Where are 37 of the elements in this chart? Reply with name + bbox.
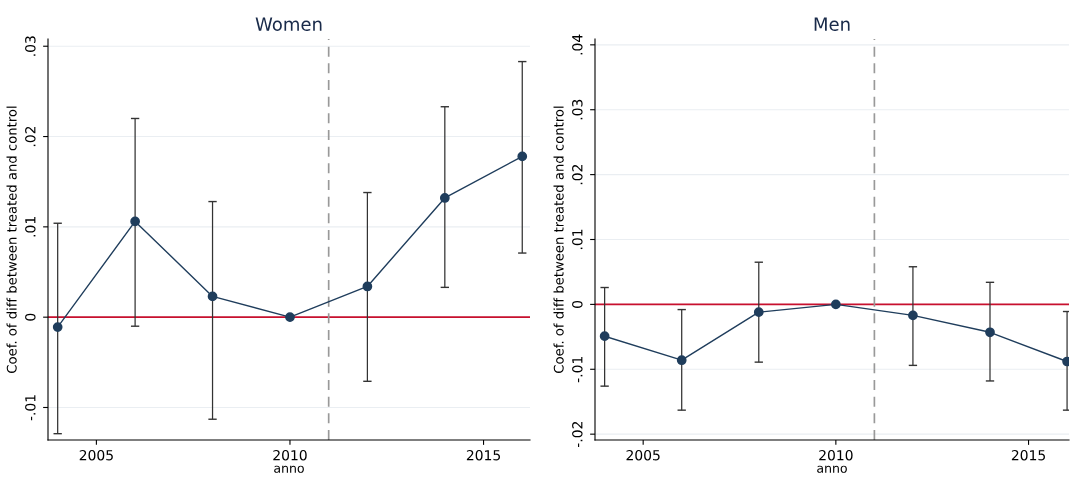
point xyxy=(830,299,841,310)
y-tick-label: .01 xyxy=(25,217,36,237)
point xyxy=(599,331,610,342)
x-tick-label: 2005 xyxy=(626,449,660,461)
x-tick-label: 2010 xyxy=(819,449,853,461)
point xyxy=(285,312,295,323)
y-tick-label: -.02 xyxy=(572,422,583,448)
x-axis-title: anno xyxy=(817,465,847,473)
point xyxy=(362,281,373,292)
y-tick-label: .02 xyxy=(572,164,583,185)
x-tick-label: 2010 xyxy=(273,449,307,461)
y-tick-label: -.01 xyxy=(25,395,36,421)
x-tick-label: 2005 xyxy=(79,449,113,461)
y-tick-label: .01 xyxy=(572,229,583,250)
x-axis-title: anno xyxy=(274,465,304,473)
point xyxy=(517,151,528,162)
y-axis-title: Coef. of diff between treated and control xyxy=(6,106,17,373)
chart-title: Women xyxy=(255,17,322,31)
x-tick-label: 2015 xyxy=(1011,449,1045,461)
point xyxy=(753,307,764,318)
point xyxy=(130,216,140,227)
y-tick-label: .03 xyxy=(572,99,583,120)
point xyxy=(207,291,218,302)
y-tick-label: 0 xyxy=(572,300,583,308)
point xyxy=(985,327,995,338)
point xyxy=(439,193,450,203)
y-tick-label: .02 xyxy=(25,126,36,147)
y-tick-label: .03 xyxy=(25,36,36,56)
y-tick-label: -.01 xyxy=(572,357,583,383)
y-axis-title: Coef. of diff between treated and control xyxy=(553,106,564,373)
y-tick-label: .04 xyxy=(572,34,583,55)
y-tick-label: 0 xyxy=(25,313,36,321)
x-tick-label: 2015 xyxy=(466,449,500,461)
point xyxy=(908,310,918,321)
point xyxy=(676,355,687,366)
point xyxy=(52,322,63,332)
chart-title: Men xyxy=(814,17,850,31)
